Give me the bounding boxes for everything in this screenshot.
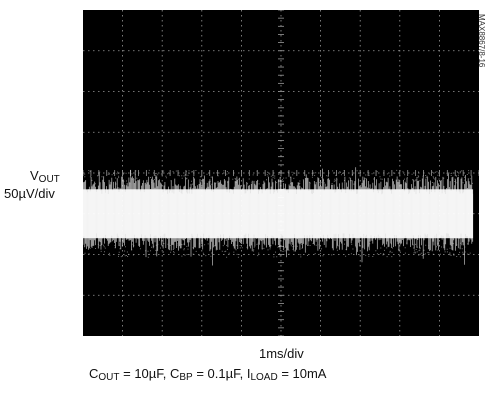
figure-id: MAX8867/8-16 bbox=[477, 14, 486, 68]
condition-iload: ILOAD = 10mA bbox=[246, 366, 327, 383]
vertical-scale-label: 50µV/div bbox=[4, 186, 55, 201]
test-conditions: COUT = 10µF, CBP = 0.1µF, ILOAD = 10mA bbox=[89, 366, 327, 383]
oscilloscope-screen bbox=[83, 10, 479, 336]
condition-cout: COUT = 10µF, bbox=[89, 366, 170, 383]
horizontal-scale-label: 1ms/div bbox=[259, 346, 304, 361]
noise-trace bbox=[83, 167, 474, 266]
noise-spikes bbox=[83, 167, 474, 266]
trace-label: VOUT bbox=[30, 168, 60, 185]
noise-speckle bbox=[84, 169, 473, 258]
condition-cbp: CBP = 0.1µF, bbox=[170, 366, 247, 383]
